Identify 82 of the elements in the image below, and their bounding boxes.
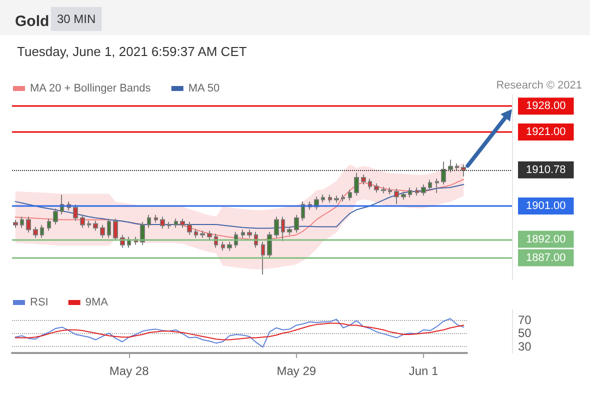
y-tick-label: 1928.00 <box>526 100 566 112</box>
y-tick-label: 30 <box>518 339 532 354</box>
y-tick-label: 1910.78 <box>526 164 566 176</box>
text: Research © 2021 <box>496 80 582 92</box>
y-tick-label: 70 <box>518 312 532 327</box>
candlestick <box>113 218 118 242</box>
chart-subtitle: Tuesday, June 1, 2021 6:59:37 AM CET <box>17 44 247 59</box>
candlestick <box>174 218 178 228</box>
candlestick <box>194 228 198 238</box>
candlestick <box>381 186 386 194</box>
candlestick <box>207 230 212 240</box>
candlestick <box>227 241 232 252</box>
candlestick <box>287 226 292 236</box>
candlestick <box>441 161 446 186</box>
candlestick <box>160 216 165 230</box>
candlestick <box>294 214 299 234</box>
candlestick <box>274 216 279 238</box>
y-tick-label: 1887.00 <box>526 252 566 264</box>
x-tick-label: May 29 <box>276 364 316 378</box>
chart-title: Gold <box>15 13 50 30</box>
y-tick-label: 50 <box>518 326 532 340</box>
candlestick <box>448 159 453 173</box>
candlestick <box>147 214 151 228</box>
candlestick <box>368 178 372 190</box>
candlestick <box>401 191 406 200</box>
y-tick-label: 1901.00 <box>526 200 566 212</box>
candlestick <box>394 188 399 205</box>
candlestick <box>348 189 352 201</box>
legend-label: RSI <box>30 296 48 308</box>
candlestick <box>267 231 272 258</box>
candlestick <box>247 229 252 238</box>
candlestick <box>47 218 51 232</box>
line-series <box>14 178 464 240</box>
candlestick <box>361 174 366 186</box>
candlestick <box>408 187 412 198</box>
candlestick <box>180 218 185 228</box>
legend-label: MA 20 + Bollinger Bands <box>30 82 152 94</box>
candlestick <box>261 241 265 275</box>
candlestick <box>321 194 325 204</box>
candlestick <box>93 220 98 232</box>
y-tick-label: 1892.00 <box>526 233 566 246</box>
y-tick-label: 1921.00 <box>526 126 566 138</box>
candlestick <box>200 230 205 238</box>
candlestick <box>13 219 18 228</box>
candlestick <box>154 214 158 224</box>
candlestick <box>40 224 44 238</box>
x-tick-label: May 28 <box>109 364 150 378</box>
candlestick <box>421 184 426 196</box>
candlestick <box>461 164 466 177</box>
candlestick <box>87 220 91 228</box>
candlestick <box>20 216 24 228</box>
candlestick <box>334 195 339 204</box>
candlestick <box>281 216 285 242</box>
candlestick <box>187 221 192 236</box>
line-series <box>14 322 464 340</box>
candlestick <box>301 201 305 222</box>
candlestick <box>428 179 432 191</box>
legend-label: 9MA <box>85 296 109 308</box>
candlestick <box>73 204 78 222</box>
x-tick-label: Jun 1 <box>408 364 439 378</box>
candlestick <box>341 194 345 202</box>
candlestick <box>26 216 31 234</box>
text: 30 MIN <box>57 12 96 26</box>
legend-label: MA 50 <box>188 82 220 94</box>
candlestick <box>221 241 225 252</box>
candlestick <box>33 226 38 238</box>
candlestick <box>455 162 459 171</box>
candlestick <box>53 208 58 225</box>
candlestick <box>167 221 171 230</box>
candlestick <box>100 224 105 238</box>
candlestick <box>107 218 111 238</box>
candlestick <box>435 178 439 194</box>
line-series <box>14 318 464 348</box>
candlestick <box>140 221 145 246</box>
line-series <box>14 184 464 229</box>
candlestick <box>374 182 379 194</box>
candlestick <box>388 187 392 196</box>
candlestick <box>328 194 332 204</box>
candlestick <box>415 187 419 196</box>
candlestick <box>241 229 245 238</box>
candlestick <box>354 172 359 196</box>
candlestick <box>80 214 85 228</box>
